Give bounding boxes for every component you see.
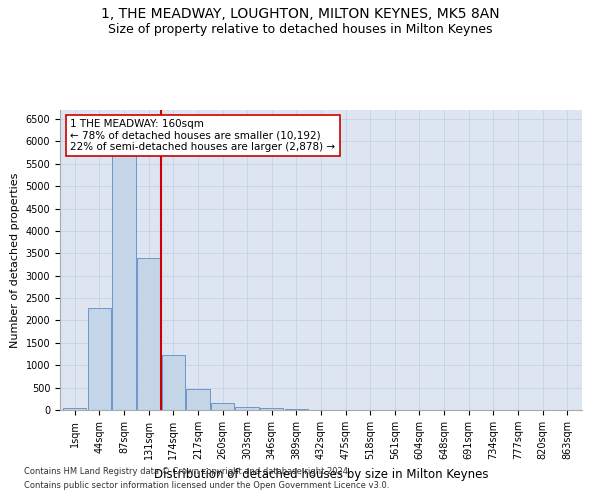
Text: Contains public sector information licensed under the Open Government Licence v3: Contains public sector information licen… <box>24 481 389 490</box>
Bar <box>260 408 283 410</box>
Bar <box>112 121 136 410</box>
Bar <box>186 390 209 410</box>
Bar <box>211 403 234 410</box>
Y-axis label: Number of detached properties: Number of detached properties <box>10 172 20 348</box>
Text: 1 THE MEADWAY: 160sqm
← 78% of detached houses are smaller (10,192)
22% of semi-: 1 THE MEADWAY: 160sqm ← 78% of detached … <box>70 119 335 152</box>
Bar <box>88 308 111 410</box>
Bar <box>161 356 185 410</box>
Text: Size of property relative to detached houses in Milton Keynes: Size of property relative to detached ho… <box>108 22 492 36</box>
X-axis label: Distribution of detached houses by size in Milton Keynes: Distribution of detached houses by size … <box>154 468 488 480</box>
Bar <box>63 408 86 410</box>
Bar <box>137 258 160 410</box>
Bar <box>235 406 259 410</box>
Text: Contains HM Land Registry data © Crown copyright and database right 2024.: Contains HM Land Registry data © Crown c… <box>24 467 350 476</box>
Text: 1, THE MEADWAY, LOUGHTON, MILTON KEYNES, MK5 8AN: 1, THE MEADWAY, LOUGHTON, MILTON KEYNES,… <box>101 8 499 22</box>
